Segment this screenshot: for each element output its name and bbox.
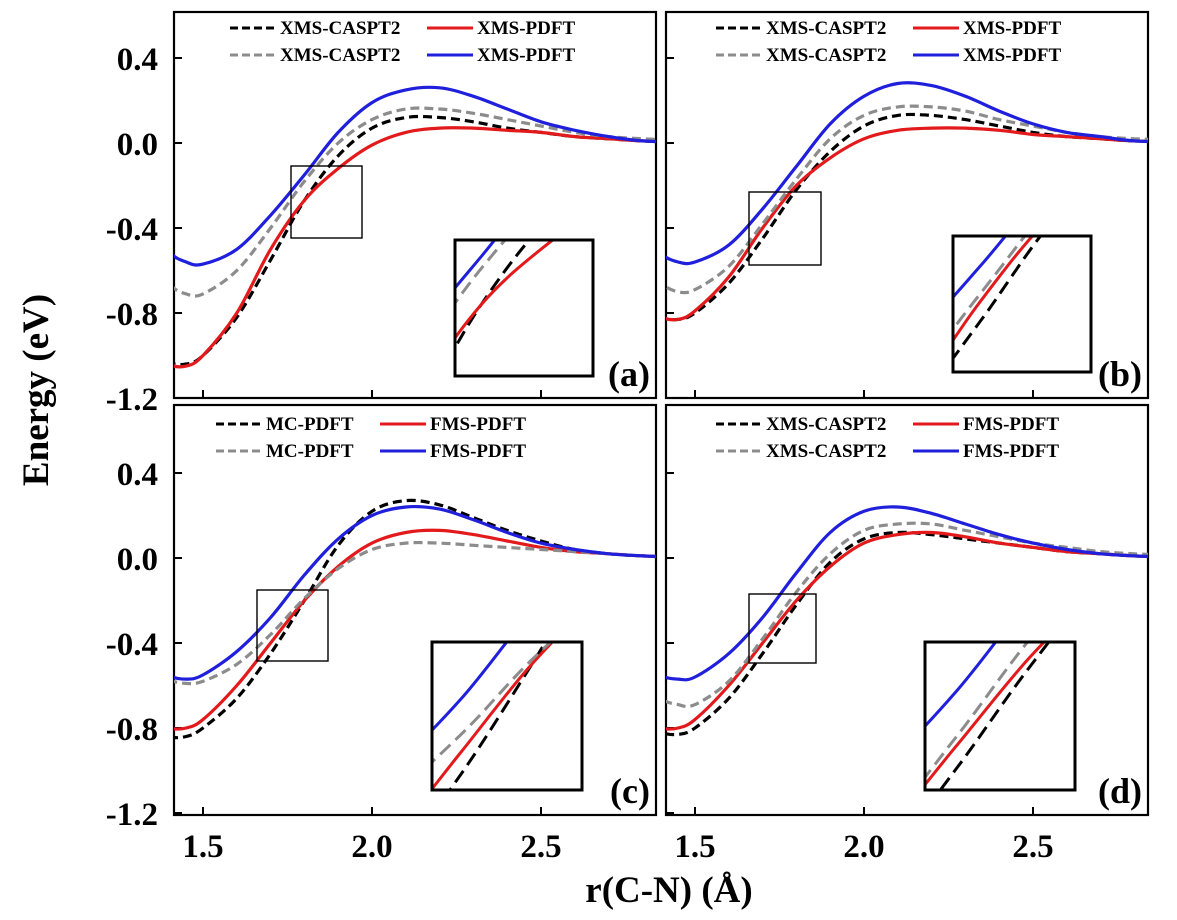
series-group [666,505,1148,737]
panel-c: 0.4 0.0 -0.4 -0.8 -1.2 1.5 2.0 2.5 (c) MC-PDFT FMS… [106,403,658,865]
plot-frame [172,403,658,817]
y-tick-label: -0.4 [106,627,158,663]
legend-label: XMS-PDFT [477,45,575,66]
series-group [174,85,656,369]
y-tick-label: 0.0 [117,542,158,578]
series-line-0 [174,498,656,740]
legend-label: XMS-CASPT2 [766,45,886,66]
inset-series-line-1 [455,240,556,341]
zoom-region-box [748,593,817,664]
series-line-3 [174,504,656,681]
series-line-1 [666,126,1148,322]
series-line-2 [666,521,1148,709]
panel-label: (d) [1098,771,1142,811]
inset-series-group [455,240,556,351]
y-tick-label: 0.4 [117,457,158,493]
series-group [666,81,1148,322]
panels: 0.4 0.0 -0.4 -0.8 -1.2 (a) XMS-CASPT2 XMS-PDFT X… [106,10,1150,865]
x-tick-label: 2.0 [351,829,392,865]
plot-frame [664,10,1150,400]
legend-label: FMS-PDFT [430,441,526,462]
inset-series-group [953,236,1043,361]
legend-label: XMS-PDFT [963,45,1061,66]
zoom-region-box [290,165,363,239]
legend-label: FMS-PDFT [430,414,526,435]
y-tick-label: -1.2 [106,797,158,833]
y-tick-label: 0.0 [117,127,158,163]
series-line-0 [174,114,656,367]
panel-b: (b) XMS-CASPT2 XMS-PDFT XMS-CASPT2 XMS-PDFT [664,10,1150,400]
series-group [174,498,656,740]
series-line-1 [174,528,656,731]
x-axis-title: r(C-N) (Å) [585,870,752,911]
y-tick-label: -1.2 [106,382,158,418]
y-tick-label: -0.8 [106,297,158,333]
legend-label: XMS-CASPT2 [280,45,400,66]
x-tick-label: 2.5 [1012,829,1053,865]
inset-series-line-3 [925,642,998,729]
x-tick-label: 2.5 [520,829,561,865]
plot-frame [664,403,1150,817]
legend-label: XMS-CASPT2 [766,441,886,462]
inset-series-line-3 [953,236,1008,300]
series-line-3 [174,85,656,267]
y-axis-title: Energy (eV) [16,294,57,486]
panel-label: (b) [1098,354,1142,394]
x-tick-label: 1.5 [182,829,223,865]
series-line-1 [174,126,656,369]
series-line-2 [174,106,656,298]
series-line-3 [666,81,1148,266]
zoom-region-box [748,191,822,266]
y-tick-label: -0.4 [106,212,158,248]
legend-label: MC-PDFT [266,441,354,462]
inset-series-line-1 [953,236,1035,343]
legend-label: FMS-PDFT [963,414,1059,435]
panel-label: (a) [608,354,650,394]
series-line-2 [174,540,656,686]
legend-label: FMS-PDFT [963,441,1059,462]
zoom-region-box [256,589,329,662]
legend-label: MC-PDFT [266,414,354,435]
y-tick-label: 0.4 [117,42,158,78]
legend-label: XMS-PDFT [963,18,1061,39]
inset-frame [951,234,1093,374]
legend-label: XMS-PDFT [477,18,575,39]
inset-frame [430,640,584,792]
y-tick-label: -0.8 [106,712,158,748]
legend-label: XMS-CASPT2 [280,18,400,39]
panel-d: 1.5 2.0 2.5 (d) XMS-CASPT2 FMS-PDFT XMS-CASPT2… [664,403,1150,865]
inset-frame [923,640,1077,792]
series-line-1 [666,530,1148,731]
inset-series-line-0 [953,236,1043,361]
series-line-3 [666,505,1148,682]
panel-label: (c) [610,771,650,811]
x-tick-label: 2.0 [843,829,884,865]
legend-label: XMS-CASPT2 [766,18,886,39]
plot-frame [172,10,658,400]
panel-a: 0.4 0.0 -0.4 -0.8 -1.2 (a) XMS-CASPT2 XMS-PDFT X… [106,10,658,418]
inset-frame [453,238,595,378]
legend-label: XMS-CASPT2 [766,414,886,435]
x-tick-label: 1.5 [674,829,715,865]
